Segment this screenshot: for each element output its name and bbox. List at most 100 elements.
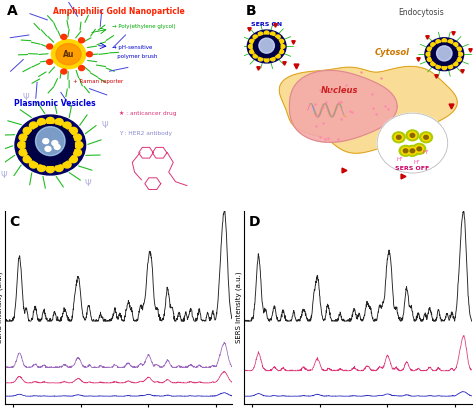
Text: B: B: [246, 4, 257, 18]
Text: D: D: [248, 215, 260, 228]
Circle shape: [410, 149, 415, 153]
Circle shape: [448, 40, 453, 44]
Circle shape: [425, 38, 464, 71]
Circle shape: [45, 146, 51, 151]
Text: Au: Au: [63, 50, 74, 59]
Circle shape: [403, 149, 408, 153]
Y-axis label: SERS Intensity (a.u.): SERS Intensity (a.u.): [0, 271, 3, 343]
Circle shape: [431, 43, 436, 47]
Circle shape: [399, 145, 412, 156]
Ellipse shape: [437, 46, 452, 61]
Circle shape: [55, 164, 63, 171]
Circle shape: [253, 54, 258, 58]
Circle shape: [377, 113, 448, 173]
Text: Ψ: Ψ: [84, 180, 91, 188]
Text: H⁺: H⁺: [413, 160, 420, 165]
Circle shape: [280, 44, 285, 49]
Circle shape: [254, 35, 280, 58]
Circle shape: [247, 30, 286, 63]
Circle shape: [19, 149, 27, 156]
Circle shape: [54, 144, 60, 149]
Circle shape: [424, 135, 428, 139]
Circle shape: [419, 132, 432, 143]
Text: + Raman reporter: + Raman reporter: [73, 79, 123, 84]
Circle shape: [250, 39, 255, 43]
Y-axis label: SERS Intensity (a.u.): SERS Intensity (a.u.): [236, 271, 243, 343]
Circle shape: [15, 115, 86, 175]
Circle shape: [406, 145, 419, 156]
Text: Cytosol: Cytosol: [374, 48, 410, 57]
Circle shape: [248, 44, 253, 49]
Circle shape: [19, 134, 27, 141]
Circle shape: [23, 127, 31, 134]
Text: C: C: [9, 215, 19, 228]
Circle shape: [456, 47, 461, 51]
Circle shape: [401, 147, 410, 154]
Text: ★ : anticancer drug: ★ : anticancer drug: [118, 110, 176, 115]
Circle shape: [61, 69, 67, 74]
Circle shape: [27, 125, 74, 165]
Circle shape: [63, 122, 71, 129]
Circle shape: [275, 54, 280, 58]
Text: Y : HER2 antibody: Y : HER2 antibody: [118, 131, 172, 137]
Circle shape: [52, 40, 86, 69]
Circle shape: [426, 52, 431, 56]
Ellipse shape: [259, 38, 274, 53]
Circle shape: [408, 147, 417, 154]
Circle shape: [61, 34, 67, 40]
Text: Endocytosis: Endocytosis: [399, 8, 445, 17]
Circle shape: [270, 32, 275, 36]
Circle shape: [427, 47, 432, 51]
Circle shape: [46, 166, 55, 173]
Circle shape: [395, 134, 403, 141]
Circle shape: [408, 132, 417, 139]
Circle shape: [431, 43, 457, 65]
Circle shape: [46, 44, 53, 49]
Text: SERS ON: SERS ON: [251, 22, 282, 27]
Circle shape: [279, 39, 283, 43]
Circle shape: [436, 65, 440, 69]
Circle shape: [29, 161, 37, 168]
Circle shape: [453, 62, 458, 66]
Circle shape: [427, 58, 432, 61]
Circle shape: [275, 35, 280, 39]
Circle shape: [75, 142, 83, 149]
Circle shape: [417, 147, 421, 151]
Polygon shape: [279, 67, 457, 153]
Text: SERS OFF: SERS OFF: [395, 166, 429, 171]
Text: H⁺: H⁺: [423, 150, 429, 155]
Circle shape: [73, 149, 82, 156]
Circle shape: [46, 60, 53, 64]
Text: A: A: [7, 4, 18, 18]
Circle shape: [86, 52, 92, 57]
Circle shape: [442, 66, 447, 70]
Text: Nucleus: Nucleus: [321, 86, 358, 95]
Circle shape: [448, 65, 453, 69]
Circle shape: [37, 119, 46, 126]
Circle shape: [456, 58, 461, 61]
Circle shape: [406, 130, 419, 141]
Ellipse shape: [36, 126, 65, 155]
Text: Amphiphilic Gold Nanoparticle: Amphiphilic Gold Nanoparticle: [53, 7, 184, 16]
Circle shape: [396, 135, 401, 139]
Circle shape: [69, 127, 77, 134]
Text: → Poly(ethylene glycol): → Poly(ethylene glycol): [112, 24, 175, 29]
Circle shape: [392, 132, 405, 143]
Text: → pH-sensitive: → pH-sensitive: [112, 44, 152, 49]
Text: H⁺: H⁺: [396, 157, 403, 162]
Circle shape: [258, 57, 263, 61]
Circle shape: [253, 35, 258, 39]
Circle shape: [270, 57, 275, 61]
Text: Ψ: Ψ: [101, 121, 108, 130]
Circle shape: [52, 141, 58, 146]
Circle shape: [264, 58, 269, 62]
Circle shape: [413, 144, 426, 154]
Circle shape: [415, 145, 423, 152]
Circle shape: [63, 161, 71, 168]
Circle shape: [258, 32, 263, 36]
Circle shape: [23, 156, 31, 163]
Circle shape: [37, 164, 46, 171]
Circle shape: [55, 119, 63, 126]
Circle shape: [410, 133, 415, 137]
Circle shape: [264, 31, 269, 35]
